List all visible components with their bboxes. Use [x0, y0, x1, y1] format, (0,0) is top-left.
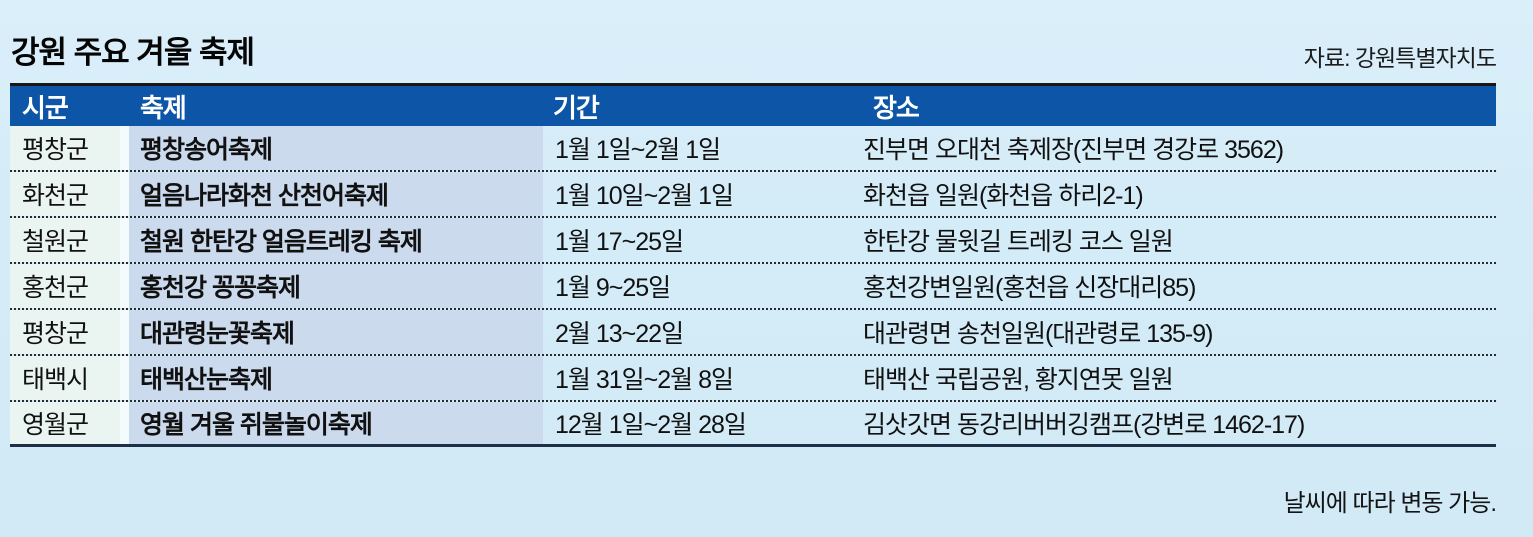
- footnote: 날씨에 따라 변동 가능.: [1283, 490, 1497, 517]
- table-row: 평창군 대관령눈꽃축제 2월 13~22일 대관령면 송천일원(대관령로 135…: [10, 310, 1496, 356]
- cell-period: 2월 13~22일: [555, 320, 684, 348]
- cell-festival: 홍천강 꽁꽁축제: [129, 264, 543, 308]
- table-header-row: 시군 축제 기간 장소: [10, 86, 1496, 126]
- cell-location: 진부면 오대천 축제장(진부면 경강로 3562): [863, 136, 1284, 164]
- cell-location: 화천읍 일원(화천읍 하리2-1): [863, 182, 1144, 210]
- cell-period: 1월 9~25일: [555, 274, 671, 302]
- column-gap: [120, 264, 129, 308]
- column-gap: [120, 126, 129, 170]
- header-location: 장소: [873, 92, 920, 123]
- festival-table: 시군 축제 기간 장소 평창군 평창송어축제 1월 1일~2월 1일 진부면 오…: [10, 83, 1496, 447]
- cell-sigun: 화천군: [10, 172, 120, 216]
- cell-sigun: 태백시: [10, 356, 120, 400]
- table-top-rule: [10, 83, 1496, 86]
- cell-period: 1월 17~25일: [555, 228, 684, 256]
- column-gap: [120, 218, 129, 262]
- cell-festival: 영월 겨울 쥐불놀이축제: [129, 402, 543, 444]
- cell-sigun: 홍천군: [10, 264, 120, 308]
- cell-sigun: 철원군: [10, 218, 120, 262]
- header-sigun: 시군: [22, 92, 69, 123]
- table-row: 태백시 태백산눈축제 1월 31일~2월 8일 태백산 국립공원, 황지연못 일…: [10, 356, 1496, 402]
- column-gap: [120, 402, 129, 444]
- column-gap: [120, 172, 129, 216]
- table-row: 철원군 철원 한탄강 얼음트레킹 축제 1월 17~25일 한탄강 물윗길 트레…: [10, 218, 1496, 264]
- table-row: 화천군 얼음나라화천 산천어축제 1월 10일~2월 1일 화천읍 일원(화천읍…: [10, 172, 1496, 218]
- header-period: 기간: [553, 92, 600, 123]
- cell-sigun: 평창군: [10, 126, 120, 170]
- header-festival: 축제: [140, 92, 187, 123]
- page-title: 강원 주요 겨울 축제: [11, 35, 255, 70]
- cell-period: 1월 10일~2월 1일: [555, 182, 734, 210]
- cell-festival: 평창송어축제: [129, 126, 543, 170]
- cell-period: 12월 1일~2월 28일: [555, 411, 747, 439]
- table-row: 영월군 영월 겨울 쥐불놀이축제 12월 1일~2월 28일 김삿갓면 동강리버…: [10, 402, 1496, 447]
- source-credit: 자료: 강원특별자치도: [1303, 45, 1497, 71]
- cell-period: 1월 31일~2월 8일: [555, 366, 734, 394]
- cell-location: 김삿갓면 동강리버버깅캠프(강변로 1462-17): [863, 411, 1305, 439]
- cell-location: 태백산 국립공원, 황지연못 일원: [863, 366, 1174, 394]
- cell-festival: 철원 한탄강 얼음트레킹 축제: [129, 218, 543, 262]
- cell-period: 1월 1일~2월 1일: [555, 136, 721, 164]
- table-row: 평창군 평창송어축제 1월 1일~2월 1일 진부면 오대천 축제장(진부면 경…: [10, 126, 1496, 172]
- cell-location: 홍천강변일원(홍천읍 신장대리85): [863, 274, 1196, 302]
- cell-festival: 대관령눈꽃축제: [129, 310, 543, 354]
- cell-location: 대관령면 송천일원(대관령로 135-9): [863, 320, 1213, 348]
- cell-sigun: 평창군: [10, 310, 120, 354]
- column-gap: [120, 356, 129, 400]
- column-gap: [120, 310, 129, 354]
- cell-location: 한탄강 물윗길 트레킹 코스 일원: [863, 228, 1174, 256]
- table-row: 홍천군 홍천강 꽁꽁축제 1월 9~25일 홍천강변일원(홍천읍 신장대리85): [10, 264, 1496, 310]
- cell-festival: 태백산눈축제: [129, 356, 543, 400]
- cell-sigun: 영월군: [10, 402, 120, 444]
- cell-festival: 얼음나라화천 산천어축제: [129, 172, 543, 216]
